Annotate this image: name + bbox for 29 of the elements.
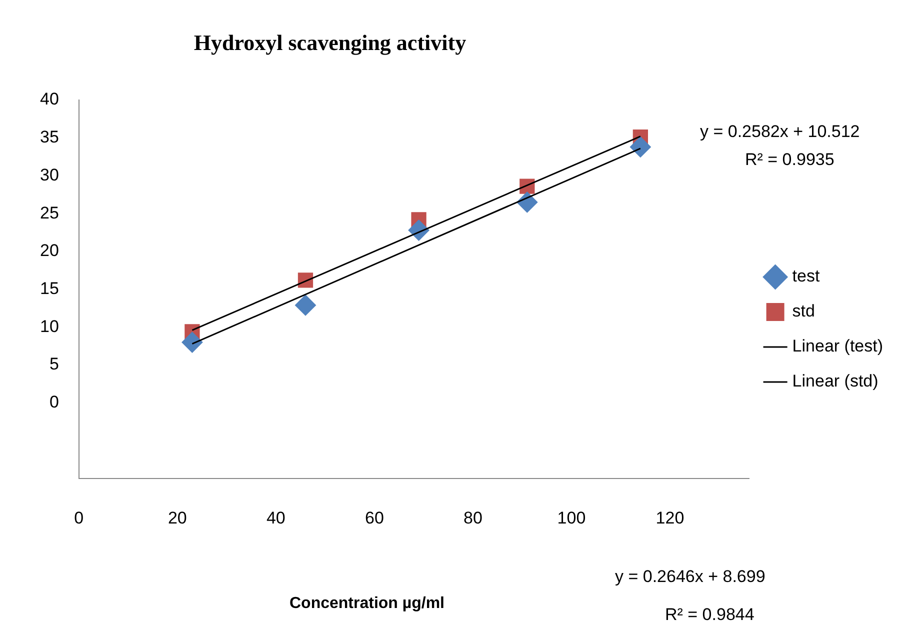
y-tick-label: 0 [49,392,59,412]
legend-label: Linear (test) [792,336,883,356]
x-tick-label: 40 [266,508,286,528]
annotation: y = 0.2582x + 10.512 [700,122,860,142]
y-tick-label: 25 [40,203,59,222]
point [182,332,203,353]
x-tick-label: 100 [557,508,586,528]
legend-label: std [792,302,815,321]
y-tick-label: 15 [40,278,59,298]
y-tick-label: 5 [49,354,59,374]
chart-title: Hydroxyl scavenging activity [192,30,468,56]
y-tick-label: 35 [40,128,59,147]
x-axis-title: Concentration µg/ml [288,595,446,613]
y-tick-label: 20 [40,241,59,260]
point [294,294,316,316]
x-tick-label: 60 [364,508,384,528]
legend-label: test [792,266,820,286]
y-tick-label: 10 [40,316,59,336]
text: R² = 0.9844 [665,605,754,625]
x-tick-label: 0 [74,508,84,528]
x-tick-label: 20 [168,508,187,528]
y-tick-label: 30 [40,165,59,184]
y-tick-label: 40 [40,90,59,109]
point [630,136,651,158]
x-tick-label: 80 [464,508,482,528]
annotation: R² = 0.9935 [745,150,834,170]
text: y = 0.2646x + 8.699 [615,567,766,587]
legend-label: Linear (std) [792,372,878,391]
x-tick-label: 120 [656,508,684,528]
